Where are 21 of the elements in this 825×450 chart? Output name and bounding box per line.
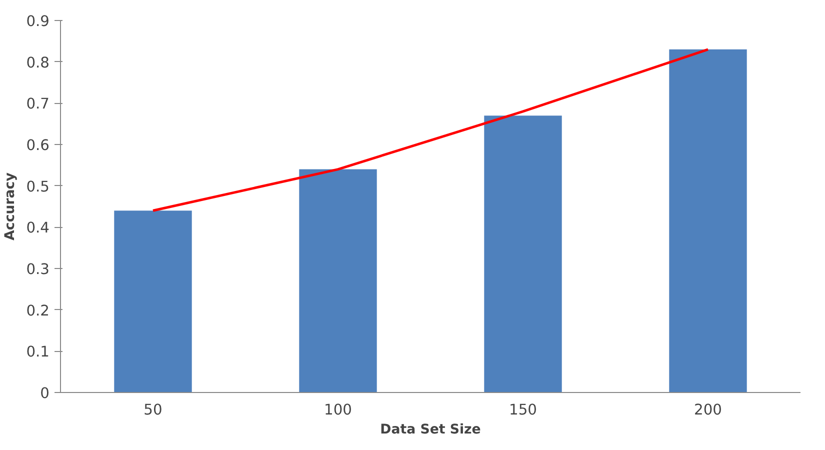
- x-tick-label: 200: [694, 402, 722, 418]
- x-tick-label: 100: [324, 402, 352, 418]
- y-tick-label: 0.5: [26, 178, 50, 196]
- line-series: [152, 48, 710, 212]
- y-tick-label: 0: [40, 385, 50, 402]
- y-tick-label: 0.7: [26, 96, 50, 113]
- x-axis-title: Data Set Size: [380, 422, 481, 438]
- y-tick-label: 0.9: [26, 13, 50, 30]
- bar: [484, 116, 562, 392]
- y-tick-label: 0.1: [26, 344, 50, 361]
- y-tick-label: 0.8: [26, 54, 50, 72]
- y-tick-label: 0.2: [26, 302, 50, 320]
- bar: [299, 169, 377, 392]
- y-axis-title: Accuracy: [3, 172, 18, 240]
- bar: [114, 210, 192, 392]
- y-tick-label: 0.6: [26, 137, 50, 154]
- y-tick-label: 0.3: [26, 261, 50, 278]
- bar: [669, 49, 747, 392]
- y-tick-label: 0.4: [26, 220, 50, 237]
- x-tick-label: 50: [144, 402, 162, 418]
- x-tick-label: 150: [509, 402, 537, 418]
